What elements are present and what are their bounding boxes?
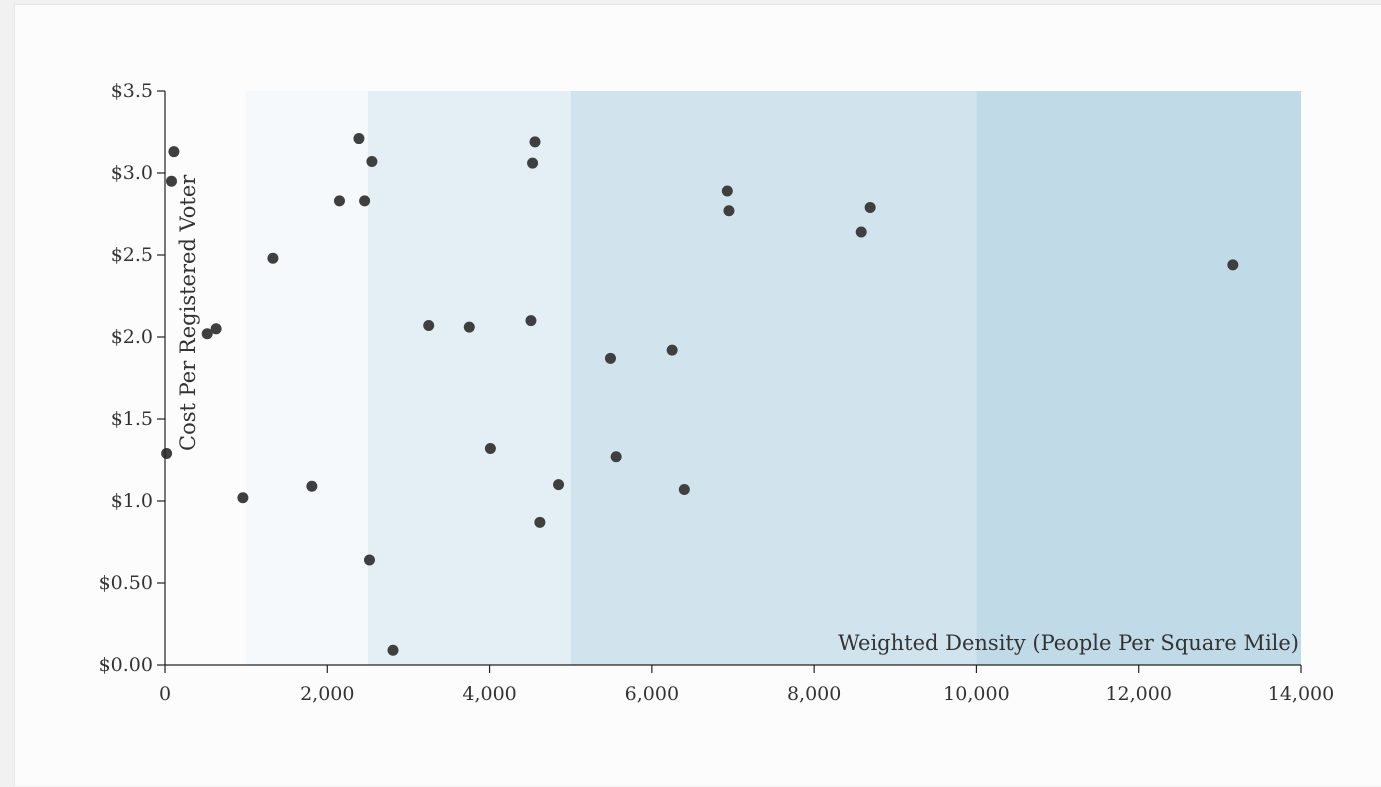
data-point-10 xyxy=(353,133,365,145)
data-point-8 xyxy=(306,480,318,492)
data-point-11 xyxy=(359,195,371,207)
y-axis-ticks: $0.00 $0.50 $1.0 $1.5 $2.0 $2.5 $3.0 $3.5 xyxy=(99,80,165,676)
data-point-24 xyxy=(610,451,622,463)
data-point-15 xyxy=(423,320,435,332)
data-point-13 xyxy=(363,554,375,566)
data-point-30 xyxy=(864,201,876,213)
data-point-26 xyxy=(678,484,690,496)
data-point-19 xyxy=(527,157,539,169)
y-tick-label: $2.5 xyxy=(111,244,153,266)
x-tick-label: 2,000 xyxy=(300,683,354,705)
y-tick-label: $2.0 xyxy=(111,326,153,348)
x-tick-label: 12,000 xyxy=(1105,683,1171,705)
y-tick-label: $1.5 xyxy=(111,408,153,430)
x-tick-label: 8,000 xyxy=(787,683,841,705)
data-point-7 xyxy=(267,252,279,264)
data-point-25 xyxy=(666,344,678,356)
data-point-31 xyxy=(1227,259,1239,271)
chart-card: $0.00 $0.50 $1.0 $1.5 $2.0 $2.5 $3.0 $3.5 0 2,00… xyxy=(14,4,1381,786)
x-axis-title: Weighted Density (People Per Square Mile… xyxy=(838,631,1299,655)
data-point-22 xyxy=(553,479,565,491)
density-bands xyxy=(246,91,1301,665)
x-tick-label: 6,000 xyxy=(625,683,679,705)
density-band-4 xyxy=(976,91,1301,665)
y-tick-label: $0.00 xyxy=(99,654,153,676)
data-point-28 xyxy=(723,205,735,217)
x-tick-label: 10,000 xyxy=(943,683,1009,705)
data-point-1 xyxy=(168,146,180,158)
y-tick-label: $3.0 xyxy=(111,162,153,184)
density-band-1 xyxy=(246,91,368,665)
data-point-21 xyxy=(534,516,546,528)
data-point-20 xyxy=(529,136,541,148)
data-point-4 xyxy=(201,328,213,340)
data-point-29 xyxy=(855,226,867,238)
x-tick-label: 14,000 xyxy=(1268,683,1334,705)
data-point-17 xyxy=(484,443,496,455)
data-point-27 xyxy=(721,185,733,197)
data-points xyxy=(161,133,1239,656)
density-band-2 xyxy=(367,91,571,665)
x-axis-ticks: 0 2,000 4,000 6,000 8,000 10,000 12,000 14,000 xyxy=(159,665,1334,705)
data-point-9 xyxy=(333,195,345,207)
data-point-16 xyxy=(463,321,475,333)
y-tick-label: $0.50 xyxy=(99,572,153,594)
x-tick-label: 4,000 xyxy=(462,683,516,705)
y-tick-label: $3.5 xyxy=(111,80,153,102)
data-point-3 xyxy=(161,447,173,459)
data-point-23 xyxy=(604,352,616,364)
data-point-2 xyxy=(165,175,177,187)
data-point-18 xyxy=(525,315,537,327)
data-point-5 xyxy=(210,323,222,335)
y-axis-title: Cost Per Registered Voter xyxy=(176,174,200,451)
x-tick-label: 0 xyxy=(159,683,171,705)
density-band-3 xyxy=(570,91,977,665)
y-tick-label: $1.0 xyxy=(111,490,153,512)
scatter-chart: $0.00 $0.50 $1.0 $1.5 $2.0 $2.5 $3.0 $3.5 0 2,00… xyxy=(99,80,1335,705)
data-point-12 xyxy=(366,156,378,168)
data-point-6 xyxy=(237,492,249,504)
data-point-14 xyxy=(387,644,399,656)
